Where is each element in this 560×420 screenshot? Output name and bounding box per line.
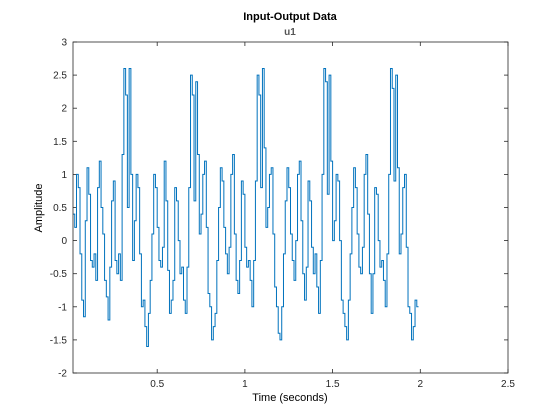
plot-box	[72, 41, 509, 374]
x-axis-label: Time (seconds)	[252, 392, 327, 404]
x-tick-labels: 0.5 1 1.5 2 2.5	[150, 379, 515, 390]
y-tick-label: 1.5	[53, 137, 67, 148]
chart-subtitle: u1	[284, 27, 296, 38]
y-tick-label: 2.5	[53, 71, 67, 82]
y-tick-label: -1	[58, 302, 67, 313]
series-line-u1	[73, 67, 419, 348]
y-tick-label: -1.5	[50, 335, 68, 346]
y-tick-label: 0.5	[53, 203, 67, 214]
x-tick-label: 2	[418, 379, 424, 390]
x-tick-label: 1.5	[326, 379, 340, 390]
y-tick-label: -0.5	[50, 269, 68, 280]
x-tick-label: 1	[242, 379, 248, 390]
y-tick-label: 2	[61, 104, 67, 115]
y-tick-label: 3	[61, 38, 67, 49]
y-tick-labels: -2 -1.5 -1 -0.5 0 0.5 1 1.5 2 2.5 3	[50, 38, 68, 380]
x-tick-label: 0.5	[150, 379, 164, 390]
y-axis-label: Amplitude	[33, 184, 45, 233]
y-tick-label: 0	[61, 236, 67, 247]
chart-title: Input-Output Data	[243, 11, 337, 23]
y-tick-label: 1	[61, 170, 67, 181]
x-tick-label: 2.5	[501, 379, 515, 390]
y-tick-label: -2	[58, 369, 67, 380]
